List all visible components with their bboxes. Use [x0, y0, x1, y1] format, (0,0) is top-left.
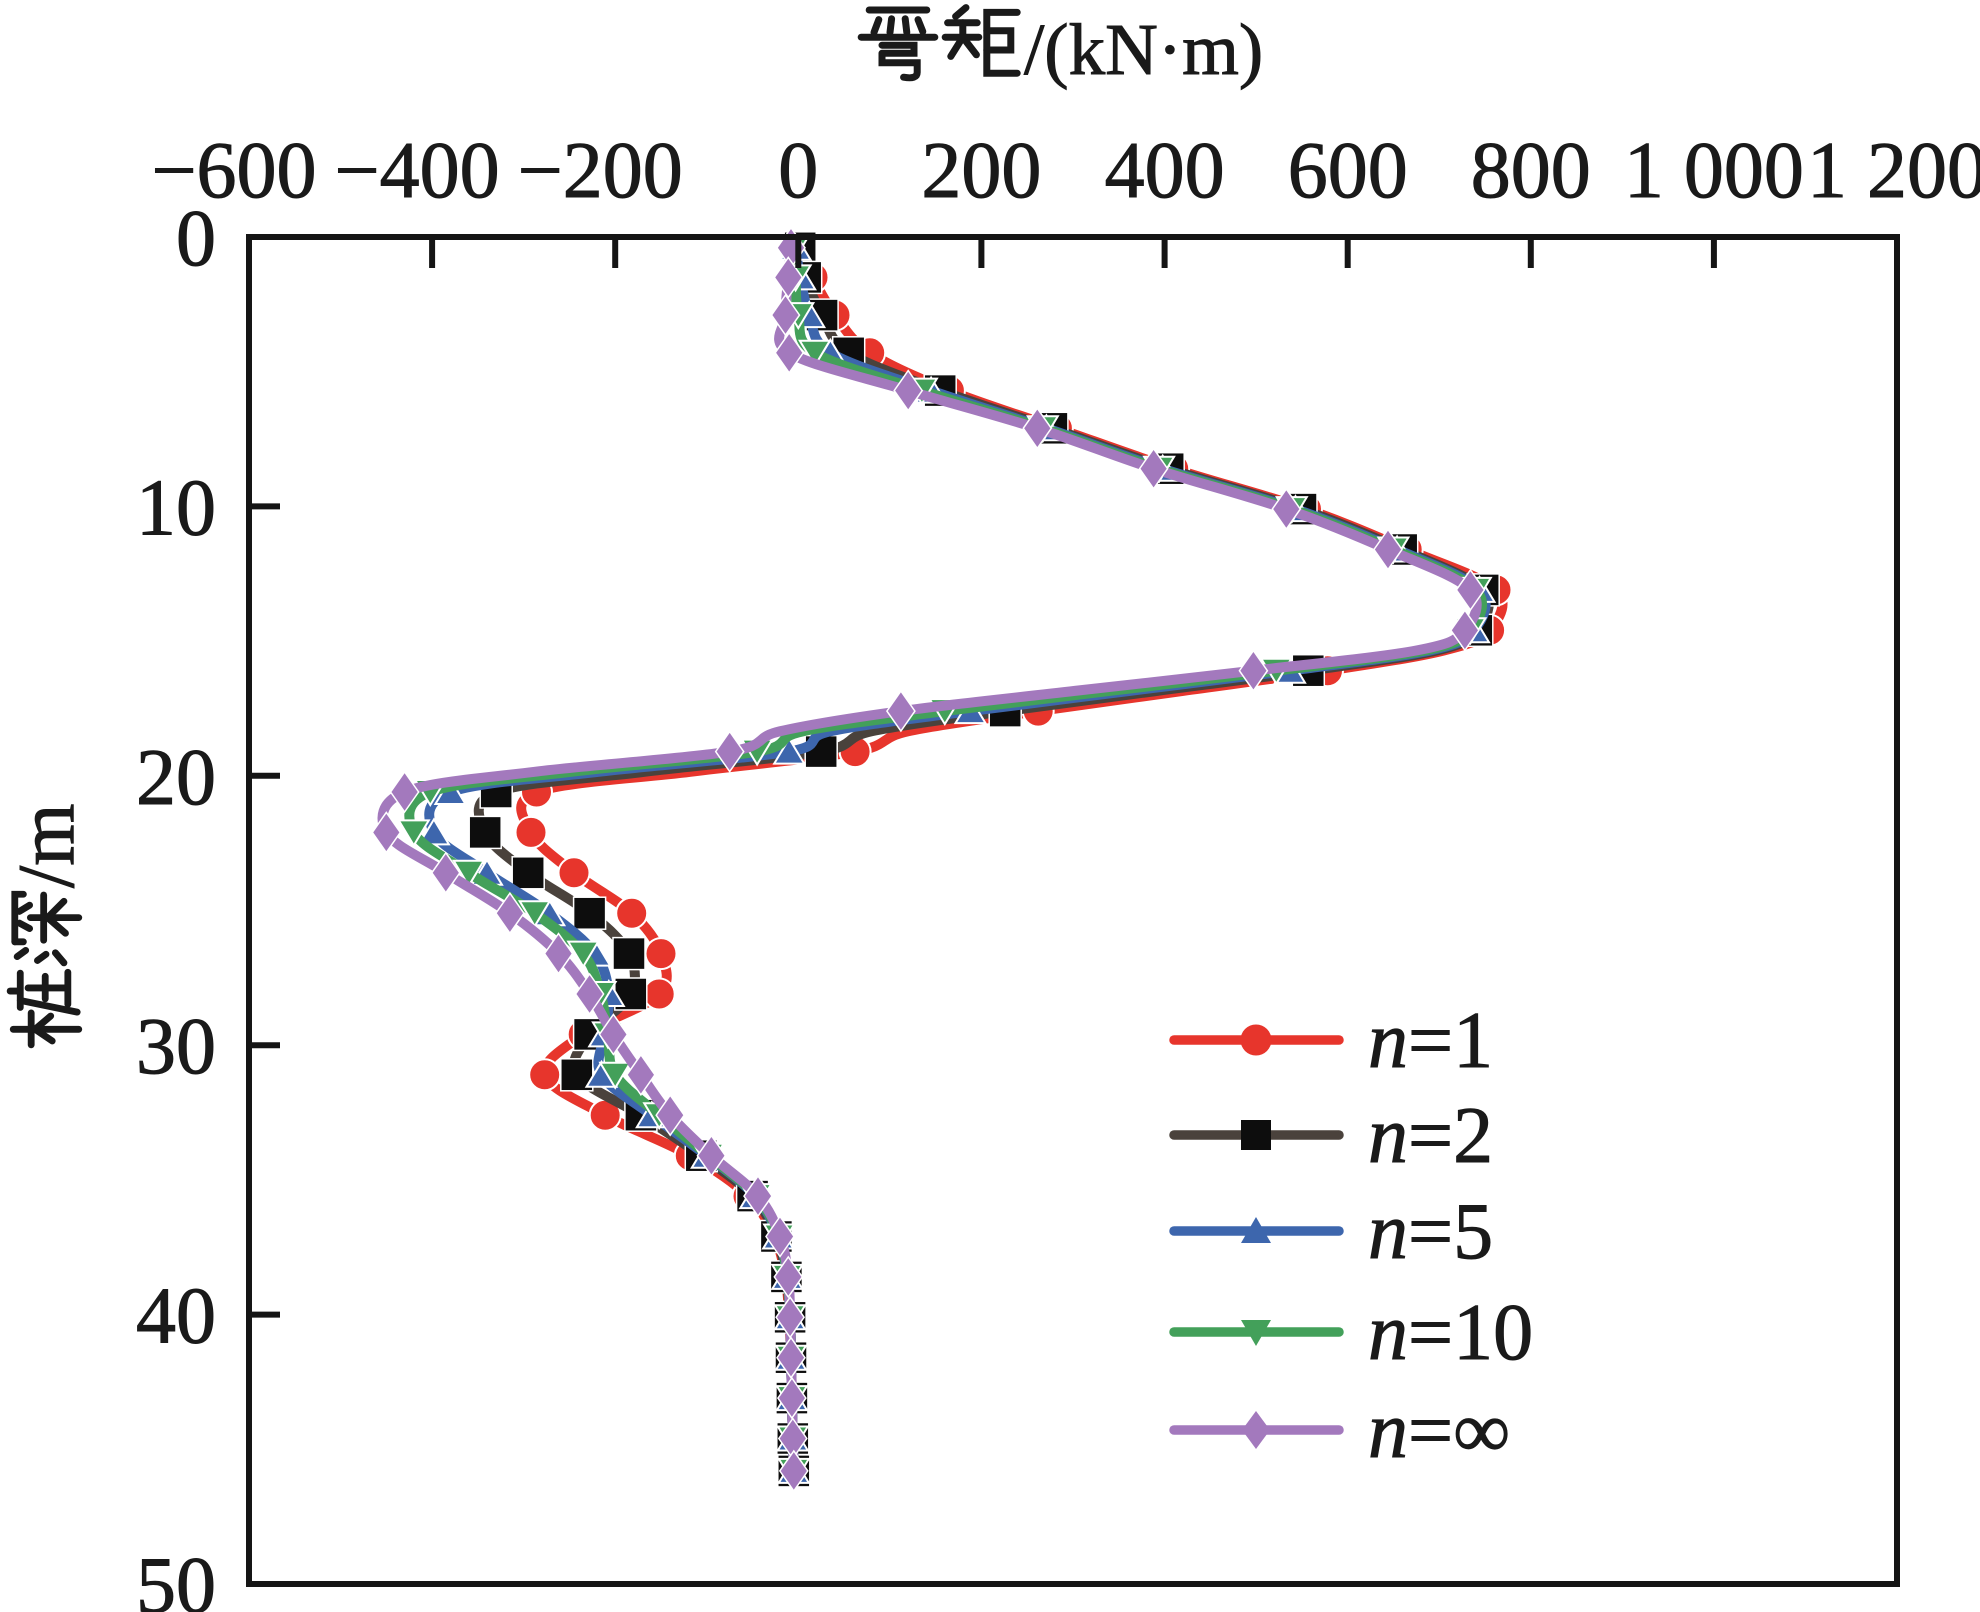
svg-text:n=10: n=10	[1368, 1289, 1533, 1377]
svg-text:/m: /m	[3, 804, 91, 888]
svg-text:n=1: n=1	[1368, 997, 1493, 1085]
svg-text:−200: −200	[518, 127, 683, 215]
svg-text:/(kN·m): /(kN·m)	[1024, 9, 1263, 90]
svg-text:0: 0	[778, 127, 818, 215]
svg-text:800: 800	[1471, 127, 1591, 215]
svg-text:−400: −400	[335, 127, 500, 215]
svg-text:1 000: 1 000	[1624, 127, 1804, 215]
svg-text:50: 50	[136, 1542, 216, 1612]
svg-text:200: 200	[921, 127, 1041, 215]
svg-text:400: 400	[1105, 127, 1225, 215]
svg-text:0: 0	[176, 195, 216, 283]
svg-text:n=∞: n=∞	[1368, 1387, 1510, 1475]
svg-text:30: 30	[136, 1003, 216, 1091]
svg-text:20: 20	[136, 734, 216, 822]
svg-text:n=2: n=2	[1368, 1092, 1493, 1180]
svg-text:600: 600	[1288, 127, 1408, 215]
svg-text:n=5: n=5	[1368, 1188, 1493, 1276]
svg-text:−600: −600	[151, 127, 316, 215]
svg-text:10: 10	[136, 464, 216, 552]
svg-text:40: 40	[136, 1273, 216, 1361]
svg-text:1 200: 1 200	[1807, 127, 1980, 215]
